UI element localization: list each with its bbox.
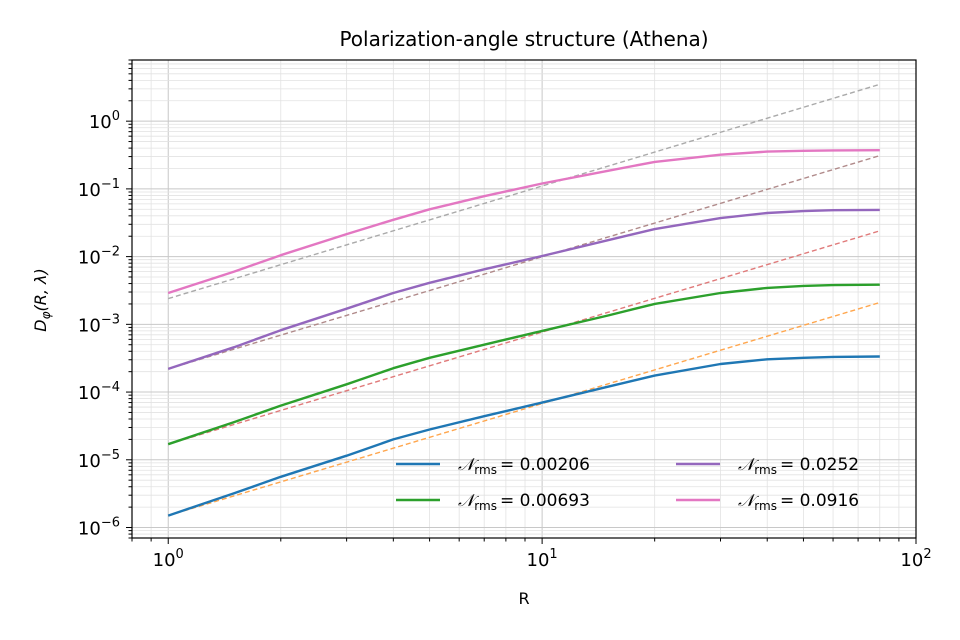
y-label-args: (R, λ) <box>31 268 50 311</box>
y-tick-label-exp: 0 <box>112 109 120 124</box>
y-tick-label-base: 10 <box>78 315 101 336</box>
reference-lines <box>168 83 880 517</box>
y-tick-label: 10−3 <box>78 312 120 336</box>
x-tick-label: 101 <box>527 547 558 571</box>
y-tick-label: 10−5 <box>78 448 120 472</box>
y-axis-label: Dφ(R, λ) <box>31 268 53 332</box>
y-label-main: D <box>31 319 50 331</box>
reference-line <box>168 83 880 300</box>
y-tick-label: 10−1 <box>78 177 120 201</box>
legend-entry-sub: rms <box>474 463 497 477</box>
legend-entry-value: = 0.00693 <box>500 491 590 511</box>
y-tick-label: 10−4 <box>78 380 120 404</box>
y-tick-label: 100 <box>89 109 120 133</box>
legend-entry-value: = 0.00206 <box>500 455 590 475</box>
series-line <box>167 355 880 517</box>
series-line <box>167 208 880 371</box>
series-line <box>167 283 880 446</box>
y-tick-label: 10−2 <box>78 245 120 269</box>
legend-entry-sub: rms <box>754 463 777 477</box>
y-tick-label-base: 10 <box>89 112 112 133</box>
legend-entry-sub: rms <box>754 499 777 513</box>
y-tick-label-base: 10 <box>78 383 101 404</box>
x-tick-label: 102 <box>900 547 931 571</box>
x-tick-label: 100 <box>153 547 184 571</box>
chart-title: Polarization-angle structure (Athena) <box>339 27 708 51</box>
legend-entry-sub: rms <box>474 499 497 513</box>
axis-ticks <box>126 59 917 544</box>
y-tick-label-exp: −3 <box>101 312 120 327</box>
y-tick-label-exp: −4 <box>101 380 120 395</box>
x-tick-label-base: 10 <box>527 550 550 571</box>
series-line <box>167 149 880 295</box>
reference-line <box>168 154 880 370</box>
x-tick-label-base: 10 <box>153 550 176 571</box>
y-tick-label: 10−6 <box>78 516 120 540</box>
x-tick-label-base: 10 <box>900 550 923 571</box>
x-axis-label: R <box>518 589 529 608</box>
x-tick-label-exp: 2 <box>923 547 931 562</box>
y-tick-label-exp: −6 <box>101 516 120 531</box>
y-tick-label-base: 10 <box>78 451 101 472</box>
y-tick-label-exp: −2 <box>101 245 120 260</box>
y-tick-label-exp: −1 <box>101 177 120 192</box>
series-lines <box>167 149 880 517</box>
plot-frame <box>131 59 917 539</box>
y-label-sub: φ <box>39 311 53 319</box>
reference-line <box>168 301 880 517</box>
y-tick-label-exp: −5 <box>101 448 120 463</box>
legend-entry-value: = 0.0252 <box>780 455 859 475</box>
reference-line <box>168 230 880 445</box>
x-tick-label-exp: 0 <box>176 547 184 562</box>
y-tick-label-base: 10 <box>78 180 101 201</box>
legend-entry-value: = 0.0916 <box>780 491 859 511</box>
x-tick-label-exp: 1 <box>549 547 557 562</box>
y-tick-label-base: 10 <box>78 248 101 269</box>
y-tick-label-base: 10 <box>78 519 101 540</box>
